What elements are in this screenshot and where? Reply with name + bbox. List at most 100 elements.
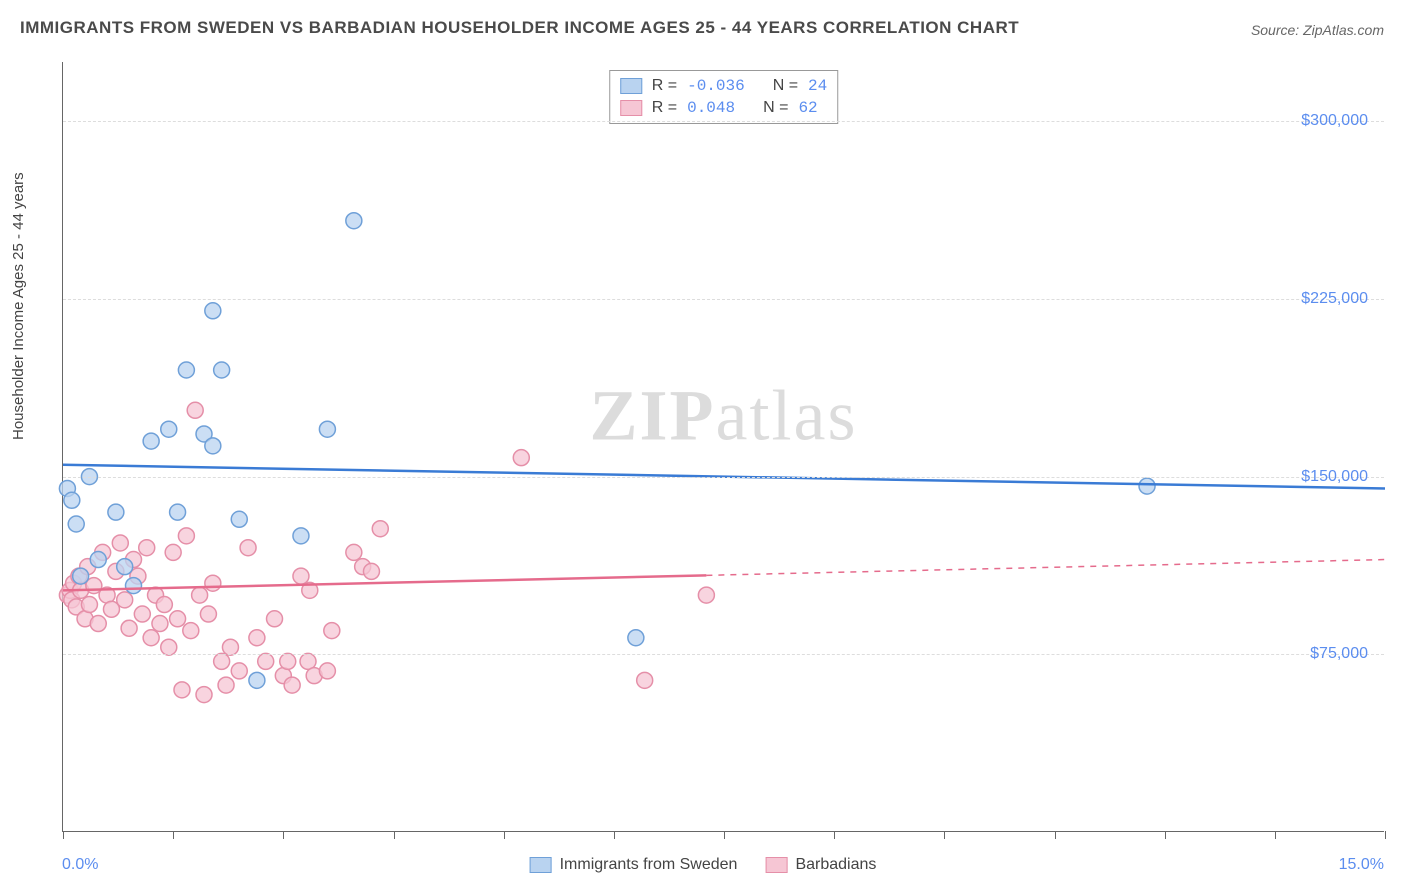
scatter-point — [280, 653, 296, 669]
legend-row: R = 0.048N =62 — [620, 97, 828, 119]
scatter-point — [231, 511, 247, 527]
gridline — [63, 299, 1384, 300]
chart-svg — [63, 62, 1384, 831]
scatter-point — [1139, 478, 1155, 494]
scatter-point — [161, 421, 177, 437]
scatter-point — [90, 552, 106, 568]
scatter-point — [205, 575, 221, 591]
scatter-point — [240, 540, 256, 556]
plot-area: ZIPatlas R =-0.036N =24R = 0.048N =62 $7… — [62, 62, 1384, 832]
scatter-point — [134, 606, 150, 622]
n-label: N = — [773, 77, 798, 95]
scatter-point — [222, 639, 238, 655]
gridline — [63, 121, 1384, 122]
x-tick — [614, 831, 615, 839]
scatter-point — [170, 611, 186, 627]
scatter-point — [196, 687, 212, 703]
legend-swatch — [530, 857, 552, 873]
scatter-point — [218, 677, 234, 693]
gridline — [63, 654, 1384, 655]
x-tick — [1275, 831, 1276, 839]
x-tick — [394, 831, 395, 839]
scatter-point — [117, 559, 133, 575]
scatter-point — [231, 663, 247, 679]
legend-item: Immigrants from Sweden — [530, 856, 738, 874]
chart-title: IMMIGRANTS FROM SWEDEN VS BARBADIAN HOUS… — [20, 18, 1019, 38]
scatter-point — [637, 672, 653, 688]
scatter-point — [81, 597, 97, 613]
series-legend: Immigrants from Sweden Barbadians — [530, 856, 877, 874]
y-tick-label: $150,000 — [1301, 468, 1368, 486]
scatter-point — [178, 362, 194, 378]
trend-line — [63, 575, 706, 590]
x-axis-min-label: 0.0% — [62, 856, 98, 874]
scatter-point — [143, 433, 159, 449]
scatter-point — [324, 623, 340, 639]
r-label: R = — [652, 99, 677, 117]
r-value: -0.036 — [687, 77, 745, 95]
scatter-point — [267, 611, 283, 627]
y-axis-label: Householder Income Ages 25 - 44 years — [10, 172, 27, 440]
trend-line-extrapolated — [706, 560, 1385, 576]
scatter-point — [293, 568, 309, 584]
scatter-point — [363, 563, 379, 579]
legend-row: R = -0.036 N = 24 — [620, 75, 828, 97]
scatter-point — [346, 544, 362, 560]
x-axis-max-label: 15.0% — [1339, 856, 1384, 874]
legend-label: Immigrants from Sweden — [560, 856, 738, 874]
y-tick-label: $225,000 — [1301, 290, 1368, 308]
scatter-point — [143, 630, 159, 646]
scatter-point — [117, 592, 133, 608]
scatter-point — [187, 402, 203, 418]
scatter-point — [205, 303, 221, 319]
legend-swatch — [765, 857, 787, 873]
scatter-point — [698, 587, 714, 603]
scatter-point — [192, 587, 208, 603]
scatter-point — [200, 606, 216, 622]
scatter-point — [139, 540, 155, 556]
scatter-point — [121, 620, 137, 636]
scatter-point — [108, 504, 124, 520]
scatter-point — [205, 438, 221, 454]
scatter-point — [112, 535, 128, 551]
x-tick — [724, 831, 725, 839]
scatter-point — [183, 623, 199, 639]
scatter-point — [165, 544, 181, 560]
scatter-point — [372, 521, 388, 537]
scatter-point — [284, 677, 300, 693]
scatter-point — [249, 672, 265, 688]
scatter-point — [152, 616, 168, 632]
x-tick — [173, 831, 174, 839]
scatter-point — [126, 578, 142, 594]
scatter-point — [249, 630, 265, 646]
scatter-point — [346, 213, 362, 229]
scatter-point — [161, 639, 177, 655]
n-value: 24 — [808, 77, 827, 95]
legend-swatch — [620, 78, 642, 94]
source-attribution: Source: ZipAtlas.com — [1251, 22, 1384, 38]
scatter-point — [214, 362, 230, 378]
scatter-point — [214, 653, 230, 669]
gridline — [63, 477, 1384, 478]
x-tick — [63, 831, 64, 839]
scatter-point — [628, 630, 644, 646]
scatter-point — [68, 516, 84, 532]
legend-item: Barbadians — [765, 856, 876, 874]
x-tick — [283, 831, 284, 839]
scatter-point — [64, 492, 80, 508]
x-tick — [504, 831, 505, 839]
scatter-point — [513, 450, 529, 466]
scatter-point — [156, 597, 172, 613]
scatter-point — [178, 528, 194, 544]
n-value: 62 — [798, 99, 817, 117]
scatter-point — [293, 528, 309, 544]
scatter-point — [258, 653, 274, 669]
x-tick — [944, 831, 945, 839]
r-label: R = — [652, 77, 677, 95]
r-value: 0.048 — [687, 99, 735, 117]
x-tick — [1055, 831, 1056, 839]
scatter-point — [170, 504, 186, 520]
scatter-point — [319, 421, 335, 437]
x-tick — [1165, 831, 1166, 839]
correlation-legend: R = -0.036 N = 24 R = 0.048N =62 — [609, 70, 839, 124]
